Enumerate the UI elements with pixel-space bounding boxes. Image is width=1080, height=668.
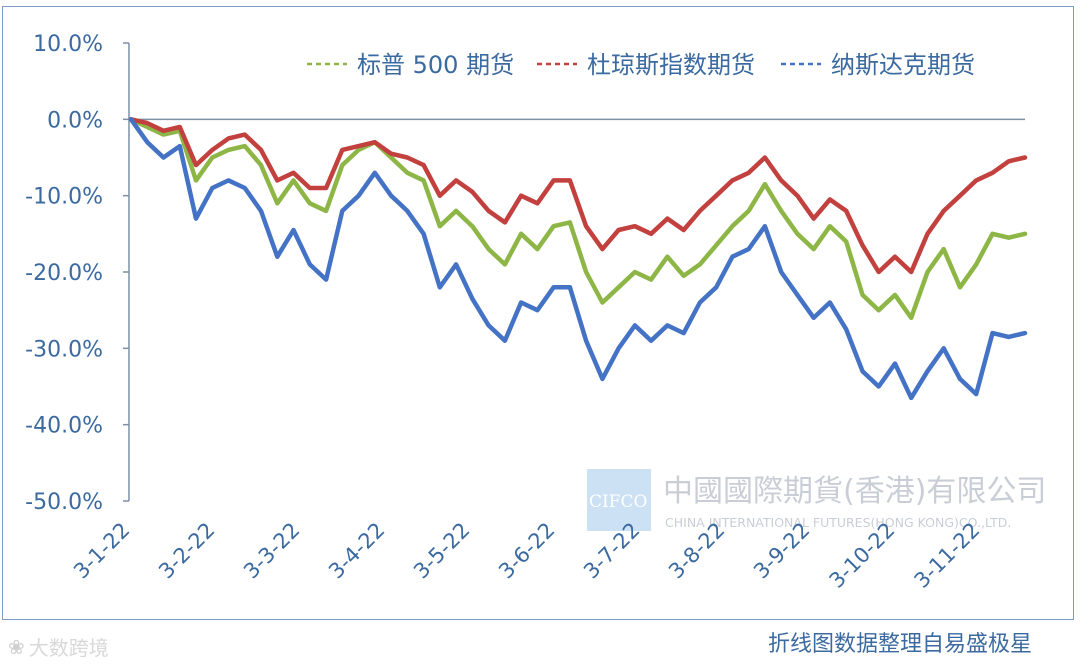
legend-label-1: 标普 500 期货 [357,51,514,79]
y-tick-label: 10.0% [33,32,103,57]
series-line-1 [128,117,1028,321]
series-line-2 [128,117,1028,275]
line-chart: CIFCO 中國國際期貨(香港)有限公司 CHINA INTERNATIONAL… [25,32,1046,593]
series-line-3 [128,117,1028,401]
y-tick-label: -20.0% [25,261,103,286]
footer-source-note: 折线图数据整理自易盛极星 [767,632,1032,657]
legend: 标普 500 期货 杜琼斯指数期货 纳斯达克期货 [307,51,975,79]
x-tick-label: 3-2-22 [154,518,219,583]
x-tick-label: 3-3-22 [239,518,304,583]
y-tick-label: -50.0% [25,490,103,515]
x-tick-label: 3-6-22 [494,518,559,583]
legend-label-2: 杜琼斯指数期货 [587,51,755,79]
legend-label-3: 纳斯达克期货 [831,51,975,79]
series-layer [128,117,1028,401]
x-tick-label: 3-4-22 [324,518,389,583]
footer-brand: ❀ 大数跨境 [8,632,109,661]
watermark-company-en: CHINA INTERNATIONAL FUTURES(HONG KONG)CO… [665,515,1011,530]
brand-logo-icon: ❀ [8,634,25,659]
y-tick-label: -40.0% [25,414,103,439]
footer-brand-text: 大数跨境 [28,636,109,660]
watermark-company-cn: 中國國際期貨(香港)有限公司 [663,474,1046,509]
watermark-logo-text: CIFCO [589,492,647,512]
x-tick-label: 3-1-22 [69,518,134,583]
watermark-logo-box [587,469,651,531]
y-tick-label: -30.0% [25,337,103,362]
chart-frame: CIFCO 中國國際期貨(香港)有限公司 CHINA INTERNATIONAL… [2,6,1074,620]
watermark: CIFCO 中國國際期貨(香港)有限公司 CHINA INTERNATIONAL… [587,469,1046,531]
y-tick-label: -10.0% [25,185,103,210]
y-tick-label: 0.0% [47,108,103,133]
x-tick-label: 3-5-22 [409,518,474,583]
